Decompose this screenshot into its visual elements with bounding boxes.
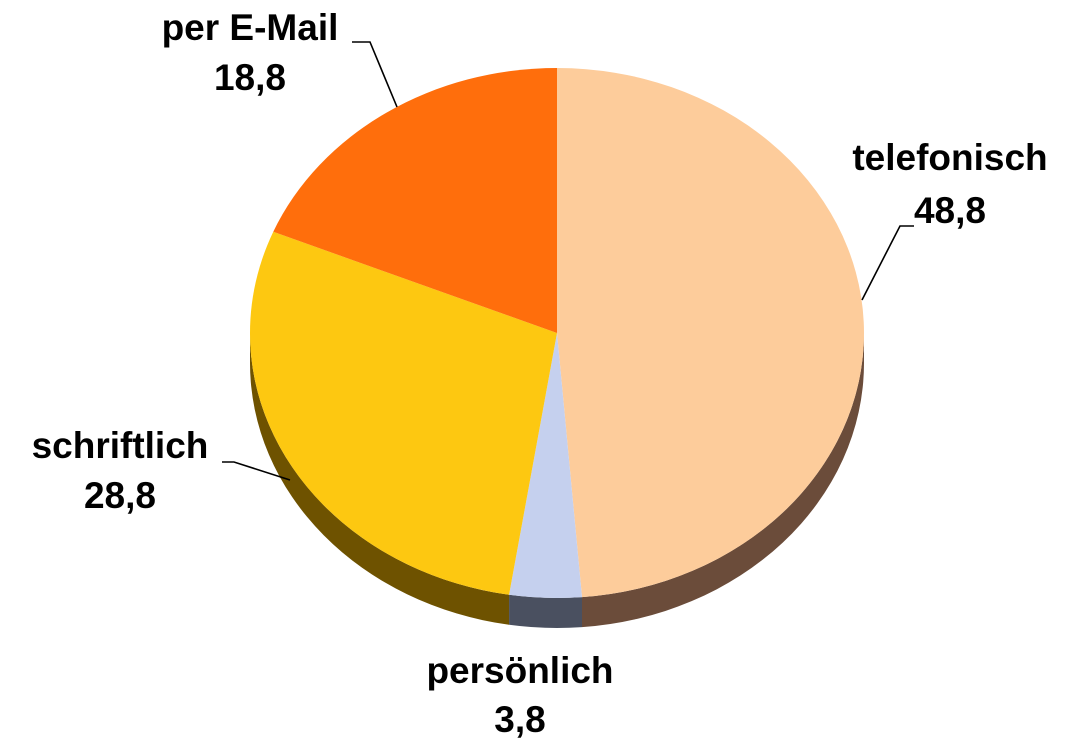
leader-line (861, 225, 914, 301)
value-label: 28,8 (84, 475, 156, 516)
slice (249, 231, 557, 595)
leader-line (222, 461, 291, 481)
slice-side (509, 594, 582, 628)
slice (557, 68, 865, 598)
slice-label: persönlich (426, 650, 613, 691)
value-label: 3,8 (494, 699, 545, 740)
slice-label: schriftlich (32, 425, 209, 466)
slice (273, 68, 557, 333)
leader-line (352, 41, 398, 108)
slice (509, 333, 582, 598)
slice-label: per E-Mail (162, 7, 339, 48)
sides (250, 333, 864, 628)
labels: telefonisch 48,8 persönlich 3,8 schriftlich 2… (32, 7, 1048, 740)
slice-side (250, 333, 510, 625)
value-label: 18,8 (214, 57, 286, 98)
slice-side (581, 333, 864, 628)
value-label: 48,8 (914, 190, 986, 231)
tops (249, 68, 865, 598)
slice-label: telefonisch (852, 137, 1047, 178)
